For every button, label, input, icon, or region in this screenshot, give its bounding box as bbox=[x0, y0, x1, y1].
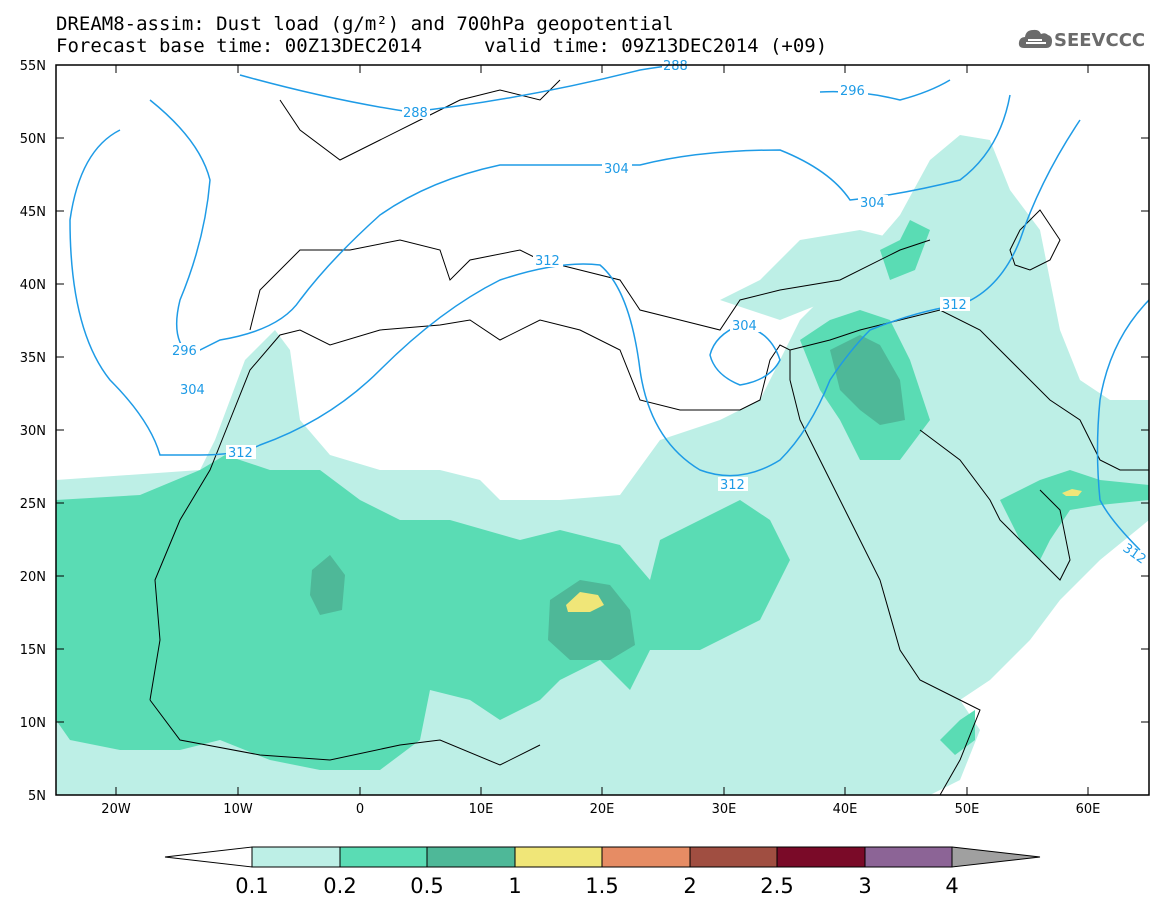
lon-tick-label: 20E bbox=[590, 802, 615, 817]
lat-tick-label: 30N bbox=[20, 424, 46, 439]
colorbar-swatch bbox=[514, 846, 603, 868]
colorbar-low-arrow bbox=[164, 846, 253, 868]
lat-labels: 55N 50N 45N 40N 35N 30N 25N 20N 15N 10N … bbox=[20, 59, 46, 804]
contour-label: 312 bbox=[720, 478, 745, 493]
contour-label: 312 bbox=[1120, 541, 1149, 568]
colorbar-swatch bbox=[864, 846, 953, 868]
colorbar-swatch bbox=[339, 846, 428, 868]
logo-text: SEEVCCC bbox=[1054, 30, 1146, 51]
valid-time: valid time: 09Z13DEC2014 (+09) bbox=[484, 35, 828, 57]
colorbar-swatch bbox=[251, 846, 341, 868]
dust-level-0.2-caspian bbox=[880, 220, 930, 280]
colorbar-label: 0.5 bbox=[410, 874, 443, 898]
colorbar: 0.1 0.2 0.5 1 1.5 2 2.5 3 4 bbox=[164, 846, 1041, 898]
lat-tick-label: 45N bbox=[20, 205, 46, 220]
dust-level-1-oman bbox=[1062, 489, 1082, 496]
colorbar-label: 2 bbox=[683, 874, 696, 898]
colorbar-label: 0.2 bbox=[323, 874, 356, 898]
colorbar-swatch bbox=[601, 846, 691, 868]
lat-tick-label: 10N bbox=[20, 716, 46, 731]
lon-tick-label: 40E bbox=[833, 802, 858, 817]
lat-tick-label: 55N bbox=[20, 59, 46, 74]
forecast-times: Forecast base time: 00Z13DEC2014 valid ti… bbox=[56, 35, 827, 57]
contour-label: 312 bbox=[535, 254, 560, 269]
lat-tick-label: 25N bbox=[20, 497, 46, 512]
colorbar-swatch bbox=[776, 846, 866, 868]
lat-tick-label: 15N bbox=[20, 643, 46, 658]
colorbar-label: 3 bbox=[858, 874, 871, 898]
dust-level-0.2 bbox=[56, 455, 790, 770]
colorbar-label: 1 bbox=[508, 874, 521, 898]
lon-tick-label: 10W bbox=[223, 802, 253, 817]
map-title: DREAM8-assim: Dust load (g/m²) and 700hP… bbox=[56, 13, 674, 35]
lon-tick-label: 60E bbox=[1076, 802, 1101, 817]
colorbar-swatch bbox=[426, 846, 516, 868]
contour-label: 312 bbox=[942, 298, 967, 313]
lat-tick-label: 40N bbox=[20, 278, 46, 293]
dust-level-0.1-north bbox=[720, 230, 900, 320]
lat-tick-label: 20N bbox=[20, 570, 46, 585]
contour-label: 304 bbox=[860, 196, 885, 211]
seevccc-logo: SEEVCCC bbox=[1018, 24, 1145, 58]
contour-label: 288 bbox=[403, 106, 428, 121]
dust-level-0.2-gulf bbox=[1000, 470, 1149, 560]
dust-field bbox=[56, 135, 1149, 795]
dust-level-1 bbox=[566, 592, 604, 612]
colorbar-swatch bbox=[689, 846, 778, 868]
colorbar-high-arrow bbox=[951, 846, 1041, 868]
base-time: Forecast base time: 00Z13DEC2014 bbox=[56, 35, 423, 57]
lon-tick-label: 0 bbox=[356, 802, 364, 817]
coastlines bbox=[149, 79, 1149, 795]
contour-label: 304 bbox=[604, 162, 629, 177]
dust-level-0.5 bbox=[310, 555, 345, 615]
tick-marks bbox=[56, 65, 1149, 795]
dust-level-0.5-iraq bbox=[830, 335, 905, 425]
lat-tick-label: 5N bbox=[28, 789, 46, 804]
contour-labels: 288 288 296 304 312 296 304 312 304 304 … bbox=[170, 59, 1149, 568]
colorbar-label: 2.5 bbox=[760, 874, 793, 898]
lon-tick-label: 20W bbox=[101, 802, 131, 817]
colorbar-label: 1.5 bbox=[585, 874, 618, 898]
colorbar-label: 4 bbox=[945, 874, 958, 898]
dust-level-0.5-sudan bbox=[548, 580, 635, 660]
lon-labels: 20W 10W 0 10E 20E 30E 40E 50E 60E bbox=[101, 802, 1100, 817]
contour-label: 296 bbox=[840, 84, 865, 99]
contour-label: 312 bbox=[228, 446, 253, 461]
lat-tick-label: 35N bbox=[20, 351, 46, 366]
contour-label: 288 bbox=[663, 59, 688, 74]
colorbar-label: 0.1 bbox=[235, 874, 268, 898]
contour-label: 304 bbox=[180, 383, 205, 398]
lon-tick-label: 30E bbox=[712, 802, 737, 817]
contour-label: 296 bbox=[172, 344, 197, 359]
lat-tick-label: 50N bbox=[20, 132, 46, 147]
lon-tick-label: 10E bbox=[469, 802, 494, 817]
lon-tick-label: 50E bbox=[955, 802, 980, 817]
contour-label: 304 bbox=[732, 319, 757, 334]
cloud-icon bbox=[1018, 29, 1052, 48]
